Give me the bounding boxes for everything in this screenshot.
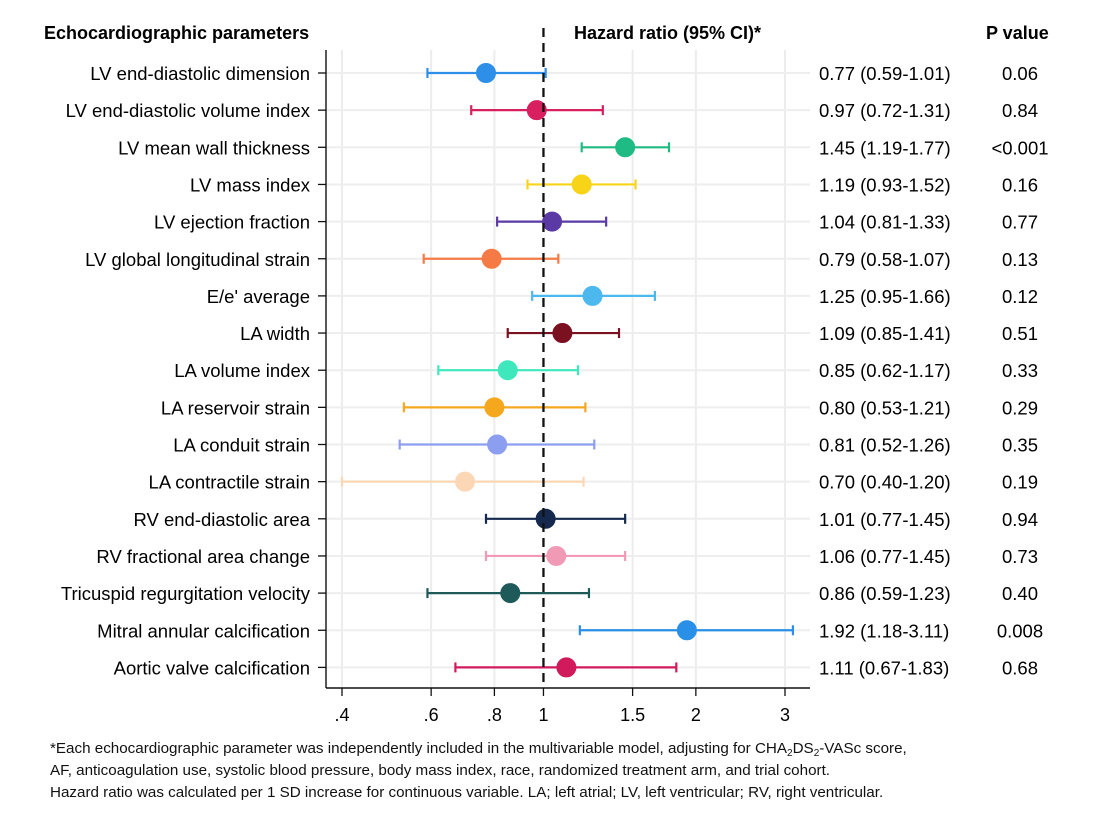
hr-point bbox=[484, 397, 505, 418]
row-label: LV end-diastolic volume index bbox=[66, 100, 311, 121]
hr-point bbox=[497, 360, 518, 381]
x-tick-label: 1 bbox=[538, 705, 548, 725]
hr-ci-text: 1.06 (0.77-1.45) bbox=[819, 546, 951, 567]
hr-point bbox=[526, 100, 547, 121]
p-value: 0.008 bbox=[997, 620, 1043, 641]
hr-point bbox=[571, 174, 592, 195]
hr-point bbox=[552, 323, 573, 344]
hr-ci-text: 1.45 (1.19-1.77) bbox=[819, 137, 951, 158]
footnote-line-1: *Each echocardiographic parameter was in… bbox=[50, 738, 1090, 760]
hr-point bbox=[535, 508, 556, 529]
hr-point bbox=[556, 657, 577, 678]
p-value: 0.29 bbox=[1002, 397, 1038, 418]
row-label: Mitral annular calcification bbox=[97, 620, 310, 641]
hr-ci-text: 1.09 (0.85-1.41) bbox=[819, 323, 951, 344]
row-label: LA conduit strain bbox=[173, 435, 310, 456]
p-value: 0.33 bbox=[1002, 360, 1038, 381]
hr-ci-text: 1.19 (0.93-1.52) bbox=[819, 174, 951, 195]
hr-ci-text: 1.01 (0.77-1.45) bbox=[819, 509, 951, 530]
p-value: 0.13 bbox=[1002, 249, 1038, 270]
hr-header: Hazard ratio (95% CI)* bbox=[574, 23, 761, 43]
footnote-line-1-text: *Each echocardiographic parameter was in… bbox=[50, 740, 788, 757]
p-value: 0.77 bbox=[1002, 212, 1038, 233]
parameter-header: Echocardiographic parameters bbox=[44, 23, 309, 43]
p-value: 0.68 bbox=[1002, 657, 1038, 678]
footnote-sub-2: 2 bbox=[813, 748, 820, 759]
hr-ci-text: 1.92 (1.18-3.11) bbox=[819, 620, 949, 641]
hr-point bbox=[475, 63, 496, 83]
hr-point bbox=[481, 248, 502, 269]
p-value: 0.94 bbox=[1002, 509, 1038, 530]
row-label: LV mass index bbox=[190, 174, 311, 195]
row-label: LA width bbox=[240, 323, 310, 344]
p-value: 0.84 bbox=[1002, 100, 1038, 121]
hr-ci-text: 1.25 (0.95-1.66) bbox=[819, 286, 951, 307]
row-label: LA contractile strain bbox=[149, 472, 310, 493]
p-value: 0.19 bbox=[1002, 472, 1038, 493]
row-label: LA volume index bbox=[174, 360, 311, 381]
forest-plot: Echocardiographic parameters Hazard rati… bbox=[44, 23, 1049, 725]
p-value: 0.16 bbox=[1002, 174, 1038, 195]
x-tick-label: 2 bbox=[691, 705, 701, 725]
p-value: 0.51 bbox=[1002, 323, 1038, 344]
row-label: LA reservoir strain bbox=[161, 397, 310, 418]
hr-ci-text: 0.80 (0.53-1.21) bbox=[819, 397, 951, 418]
x-tick-label: 3 bbox=[780, 705, 790, 725]
row-label: Tricuspid regurgitation velocity bbox=[61, 583, 311, 604]
hr-ci-text: 0.97 (0.72-1.31) bbox=[819, 100, 951, 121]
footnote-line-2: AF, anticoagulation use, systolic blood … bbox=[50, 762, 831, 779]
axes: .4 .6 .8 1 1.5 2 3 bbox=[318, 28, 810, 725]
row-label: Aortic valve calcification bbox=[114, 657, 310, 678]
hr-point bbox=[546, 545, 567, 566]
forest-rows: LV end-diastolic dimension 0.77 (0.59-1.0… bbox=[61, 63, 1049, 678]
hr-ci-text: 1.04 (0.81-1.33) bbox=[819, 212, 951, 233]
hr-point bbox=[487, 434, 508, 455]
p-value: 0.06 bbox=[1002, 63, 1038, 84]
hr-ci-text: 0.77 (0.59-1.01) bbox=[819, 63, 951, 84]
hr-ci-text: 0.79 (0.58-1.07) bbox=[819, 249, 951, 270]
p-value: 0.12 bbox=[1002, 286, 1038, 307]
footnote-line-1-mid: DS bbox=[792, 740, 814, 757]
p-value: 0.35 bbox=[1002, 435, 1038, 456]
hr-ci-text: 0.70 (0.40-1.20) bbox=[819, 472, 951, 493]
row-label: E/e' average bbox=[207, 286, 310, 307]
p-header: P value bbox=[986, 23, 1049, 43]
hr-point bbox=[676, 620, 697, 641]
hr-point bbox=[542, 211, 563, 232]
x-tick-label: 1.5 bbox=[620, 705, 645, 725]
row-label: RV end-diastolic area bbox=[133, 509, 310, 530]
hr-ci-text: 0.81 (0.52-1.26) bbox=[819, 435, 951, 456]
row-label: RV fractional area change bbox=[96, 546, 310, 567]
p-value: <0.001 bbox=[991, 137, 1048, 158]
x-tick-label: .6 bbox=[424, 705, 439, 725]
hr-point bbox=[455, 471, 476, 492]
p-value: 0.73 bbox=[1002, 546, 1038, 567]
footnote-sub-1: 2 bbox=[787, 748, 793, 759]
hr-ci-text: 0.85 (0.62-1.17) bbox=[819, 360, 951, 381]
hr-point bbox=[615, 137, 636, 158]
hr-point bbox=[500, 583, 521, 604]
x-tick-label: .8 bbox=[487, 705, 502, 725]
x-tick-label: .4 bbox=[334, 705, 349, 725]
hr-ci-text: 0.86 (0.59-1.23) bbox=[819, 583, 951, 604]
p-value: 0.40 bbox=[1002, 583, 1038, 604]
footnote-line-1-end: -VASc score, bbox=[819, 740, 907, 757]
footnote: *Each echocardiographic parameter was in… bbox=[50, 738, 1090, 804]
row-label: LV end-diastolic dimension bbox=[90, 63, 310, 84]
row-label: LV global longitudinal strain bbox=[85, 249, 310, 270]
hr-point bbox=[582, 285, 603, 306]
footnote-line-3: Hazard ratio was calculated per 1 SD inc… bbox=[50, 784, 884, 801]
hr-ci-text: 1.11 (0.67-1.83) bbox=[819, 657, 949, 678]
row-label: LV ejection fraction bbox=[154, 212, 310, 233]
row-label: LV mean wall thickness bbox=[118, 137, 310, 158]
